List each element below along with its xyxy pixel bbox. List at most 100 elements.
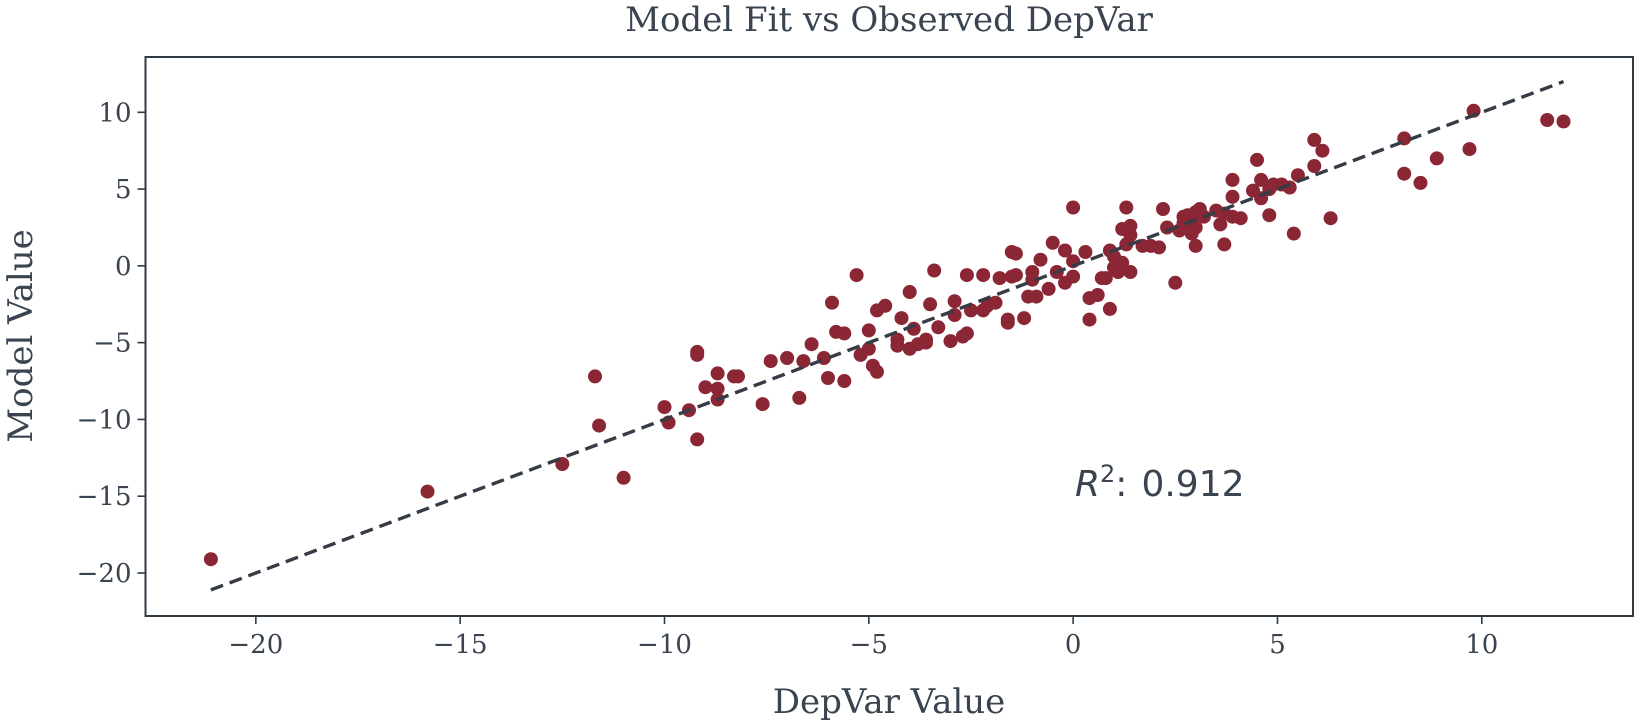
data-point-31 [849,268,864,283]
data-point-86 [1090,288,1105,302]
y-tick-label: 0 [115,252,132,282]
x-axis-label: DepVar Value [773,682,1006,722]
data-point-29 [837,326,852,341]
x-tick-label: −20 [228,630,283,660]
data-point-123 [1217,237,1232,252]
data-point-139 [1307,159,1322,173]
fit-line [210,79,1565,592]
data-point-90 [1102,301,1117,316]
data-point-88 [1098,271,1113,286]
data-point-142 [1323,211,1338,226]
data-point-69 [1017,311,1032,326]
data-point-48 [923,297,938,312]
y-tick-label: −15 [77,482,132,512]
x-tick-label: −10 [637,630,692,660]
data-point-83 [1078,245,1093,259]
y-axis: −20 −15 −10 −5 0 5 10 [77,98,146,589]
data-point-41 [894,311,909,326]
data-point-121 [1213,217,1228,232]
plot-area [144,56,1634,617]
data-point-59 [976,268,991,283]
data-point-5 [592,418,607,433]
data-point-19 [755,397,770,412]
data-point-26 [821,371,835,385]
y-tick-label: 10 [98,98,131,128]
data-point-101 [1123,265,1138,279]
data-point-33 [861,341,876,356]
data-point-72 [1025,272,1040,287]
r-squared-superscript: 2 [1100,460,1115,488]
data-point-116 [1188,238,1203,253]
data-point-27 [825,295,839,310]
data-point-127 [1233,211,1248,226]
data-point-68 [1008,268,1023,283]
data-point-75 [1041,281,1056,296]
data-point-14 [710,366,725,381]
data-point-140 [1307,132,1322,147]
x-tick-label: −5 [850,630,888,660]
r-squared-value: 0.912 [1141,464,1244,505]
data-point-13 [698,380,713,395]
data-point-18 [731,369,745,384]
data-point-130 [1254,172,1269,187]
data-point-43 [902,285,917,299]
data-point-144 [1397,166,1412,181]
data-point-49 [927,263,942,278]
y-tick-label: 5 [115,175,132,205]
data-point-24 [804,337,819,352]
x-axis: −20 −15 −10 −5 0 5 10 [228,616,1498,660]
data-point-2 [420,484,435,499]
data-point-38 [878,298,893,313]
data-point-85 [1082,312,1097,327]
x-tick-label: 0 [1065,630,1082,660]
data-point-62 [992,271,1007,286]
data-point-1 [203,552,218,567]
data-point-129 [1250,152,1264,167]
data-point-53 [947,308,962,322]
data-point-133 [1262,208,1277,223]
data-point-40 [890,338,905,353]
data-point-6 [616,470,631,485]
y-axis-label: Model Value [1,229,41,442]
points-layer [203,103,1571,567]
plot-frame [144,56,1634,617]
data-point-100 [1123,228,1138,243]
data-point-12 [690,432,705,447]
data-point-23 [796,354,811,369]
data-point-97 [1119,200,1134,215]
data-point-149 [1540,113,1555,127]
r-squared-symbol: R [1075,464,1100,505]
x-tick-label: −15 [433,630,488,660]
data-point-125 [1225,189,1240,204]
data-point-34 [861,323,876,338]
data-point-104 [1152,240,1166,255]
data-point-30 [837,374,852,388]
data-point-137 [1286,226,1301,241]
data-point-146 [1429,151,1444,166]
data-point-4 [588,369,602,384]
data-point-82 [1066,269,1081,284]
data-point-107 [1168,275,1183,290]
chart-title: Model Fit vs Observed DepVar [625,0,1153,40]
data-point-36 [870,364,884,379]
data-point-67 [1008,246,1023,261]
data-point-126 [1225,172,1240,187]
data-point-78 [1058,243,1072,258]
x-tick-label: 5 [1269,630,1286,660]
data-point-21 [780,351,795,365]
data-point-150 [1556,114,1571,129]
data-point-76 [1045,235,1060,250]
y-tick-label: −5 [93,329,131,359]
data-point-47 [919,332,933,347]
data-point-147 [1462,142,1477,157]
data-point-7 [657,400,672,415]
data-point-51 [943,334,958,349]
data-point-74 [1033,252,1048,267]
data-point-141 [1315,143,1330,158]
data-point-145 [1413,175,1428,190]
data-point-20 [763,354,778,369]
r-squared-separator: : [1115,464,1127,505]
data-point-95 [1115,255,1130,270]
data-point-56 [959,268,974,283]
